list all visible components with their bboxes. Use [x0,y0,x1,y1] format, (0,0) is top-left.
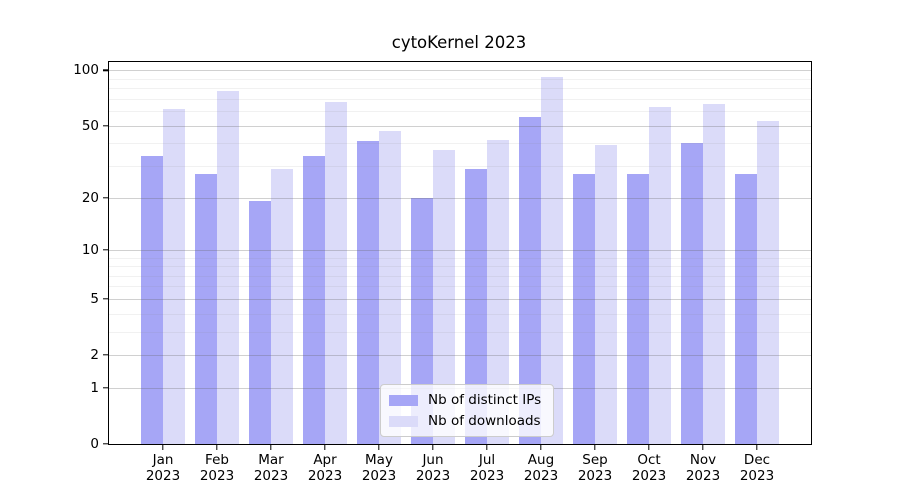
bar-downloads-apr [325,102,347,444]
gridline-minor-3 [109,331,811,333]
y-tick-0 [103,443,108,445]
legend: Nb of distinct IPs Nb of downloads [380,384,555,437]
y-tick-1 [103,387,108,389]
bar-distinct-ips-dec [735,174,757,444]
gridline-minor-80 [109,88,811,90]
bar-downloads-may [379,130,401,444]
bar-downloads-dec [757,121,779,444]
y-tick-10 [103,249,108,251]
bar-distinct-ips-apr [303,156,325,444]
y-tick-label-10: 10 [81,241,99,258]
x-tick-apr [324,445,326,450]
gridline-major-5 [109,298,811,300]
bar-distinct-ips-feb [195,174,217,444]
bar-distinct-ips-sep [573,174,595,444]
y-tick-20 [103,196,108,199]
legend-entry-distinct-ips: Nb of distinct IPs [389,392,541,408]
gridline-minor-90 [109,78,811,80]
gridline-major-20 [109,197,811,199]
bar-distinct-ips-jun [411,197,433,444]
x-tick-sep [594,445,596,450]
bar-distinct-ips-jan [141,156,163,444]
bar-downloads-aug [541,77,563,444]
y-tick-label-100: 100 [73,62,99,79]
x-tick-jan [162,445,164,450]
x-tick-oct [648,445,650,450]
x-tick-label-jun: Jun 2023 [415,452,451,485]
y-tick-50 [103,124,108,127]
y-tick-label-0: 0 [90,436,99,452]
x-tick-label-feb: Feb 2023 [199,452,235,485]
x-tick-mar [270,445,272,450]
gridline-minor-60 [109,111,811,113]
gridline-major-2 [109,355,811,357]
gridline-minor-40 [109,143,811,145]
bar-distinct-ips-nov [681,143,703,444]
gridline-minor-6 [109,286,811,288]
bar-distinct-ips-jul [465,168,487,444]
x-tick-dec [756,445,758,450]
bar-downloads-jan [163,108,185,444]
gridline-major-50 [109,125,811,127]
y-tick-label-1: 1 [90,379,99,396]
gridline-minor-8 [109,266,811,268]
legend-swatch-distinct-ips [389,394,418,406]
bar-distinct-ips-may [357,141,379,444]
x-tick-may [378,445,380,450]
legend-label-downloads: Nb of downloads [428,413,541,429]
bar-downloads-oct [649,107,671,444]
legend-label-distinct-ips: Nb of distinct IPs [428,392,542,408]
x-tick-aug [540,445,542,450]
bar-downloads-mar [271,168,293,444]
x-tick-feb [216,445,218,450]
y-tick-2 [103,354,108,356]
x-tick-label-aug: Aug 2023 [523,452,559,485]
bar-downloads-feb [217,91,239,444]
x-tick-jul [486,445,488,450]
y-tick-label-2: 2 [90,347,99,364]
legend-swatch-downloads [389,415,418,427]
bar-distinct-ips-mar [249,201,271,444]
x-tick-nov [702,445,704,450]
chart-title: cytoKernel 2023 [391,33,527,52]
x-tick-label-may: May 2023 [361,452,397,485]
y-tick-label-20: 20 [81,189,99,206]
gridline-minor-9 [109,257,811,259]
bar-downloads-nov [703,103,725,444]
bar-downloads-jul [487,139,509,444]
x-tick-label-dec: Dec 2023 [739,452,775,485]
x-tick-label-sep: Sep 2023 [577,452,613,485]
bar-distinct-ips-aug [519,116,541,444]
bar-downloads-sep [595,145,617,444]
gridline-minor-4 [109,313,811,315]
y-tick-100 [103,69,108,72]
y-tick-label-50: 50 [81,117,99,134]
gridline-minor-70 [109,98,811,100]
gridline-minor-7 [109,275,811,277]
x-tick-label-apr: Apr 2023 [307,452,343,485]
bar-distinct-ips-oct [627,174,649,444]
x-tick-label-jul: Jul 2023 [469,452,505,485]
bar-downloads-jun [433,149,455,444]
legend-entry-downloads: Nb of downloads [389,413,541,429]
x-tick-jun [432,445,434,450]
gridline-major-100 [109,70,811,72]
x-tick-label-mar: Mar 2023 [253,452,289,485]
x-tick-label-jan: Jan 2023 [145,452,181,485]
gridline-minor-30 [109,165,811,167]
x-tick-label-oct: Oct 2023 [631,452,667,485]
gridline-major-10 [109,249,811,251]
x-tick-label-nov: Nov 2023 [685,452,721,485]
plot-area: Nb of distinct IPs Nb of downloads 0 1 2 5 1… [73,61,812,484]
y-tick-5 [103,298,108,300]
y-tick-label-5: 5 [90,290,99,307]
